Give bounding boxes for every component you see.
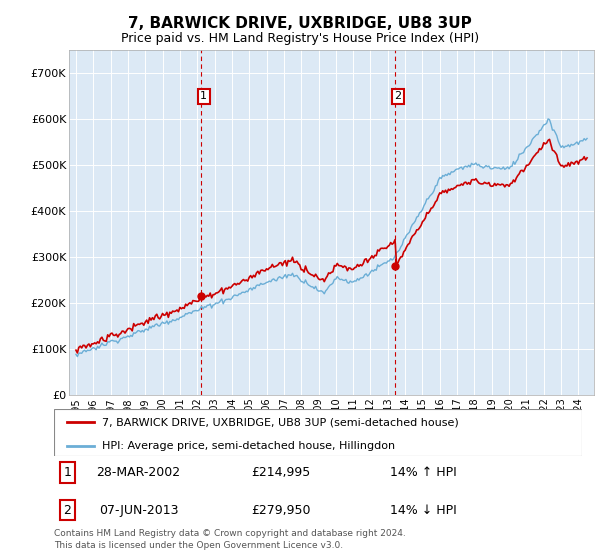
Text: 1: 1 (200, 91, 208, 101)
Text: £279,950: £279,950 (251, 503, 311, 516)
Text: 7, BARWICK DRIVE, UXBRIDGE, UB8 3UP: 7, BARWICK DRIVE, UXBRIDGE, UB8 3UP (128, 16, 472, 31)
Text: £214,995: £214,995 (251, 466, 311, 479)
Text: Price paid vs. HM Land Registry's House Price Index (HPI): Price paid vs. HM Land Registry's House … (121, 31, 479, 45)
Text: 2: 2 (394, 91, 401, 101)
Text: 1: 1 (63, 466, 71, 479)
Text: HPI: Average price, semi-detached house, Hillingdon: HPI: Average price, semi-detached house,… (101, 441, 395, 451)
Text: 7, BARWICK DRIVE, UXBRIDGE, UB8 3UP (semi-detached house): 7, BARWICK DRIVE, UXBRIDGE, UB8 3UP (sem… (101, 417, 458, 427)
Text: 14% ↓ HPI: 14% ↓ HPI (390, 503, 457, 516)
Text: Contains HM Land Registry data © Crown copyright and database right 2024.
This d: Contains HM Land Registry data © Crown c… (54, 529, 406, 550)
Text: 14% ↑ HPI: 14% ↑ HPI (390, 466, 457, 479)
Text: 07-JUN-2013: 07-JUN-2013 (99, 503, 178, 516)
Text: 28-MAR-2002: 28-MAR-2002 (97, 466, 181, 479)
Text: 2: 2 (63, 503, 71, 516)
